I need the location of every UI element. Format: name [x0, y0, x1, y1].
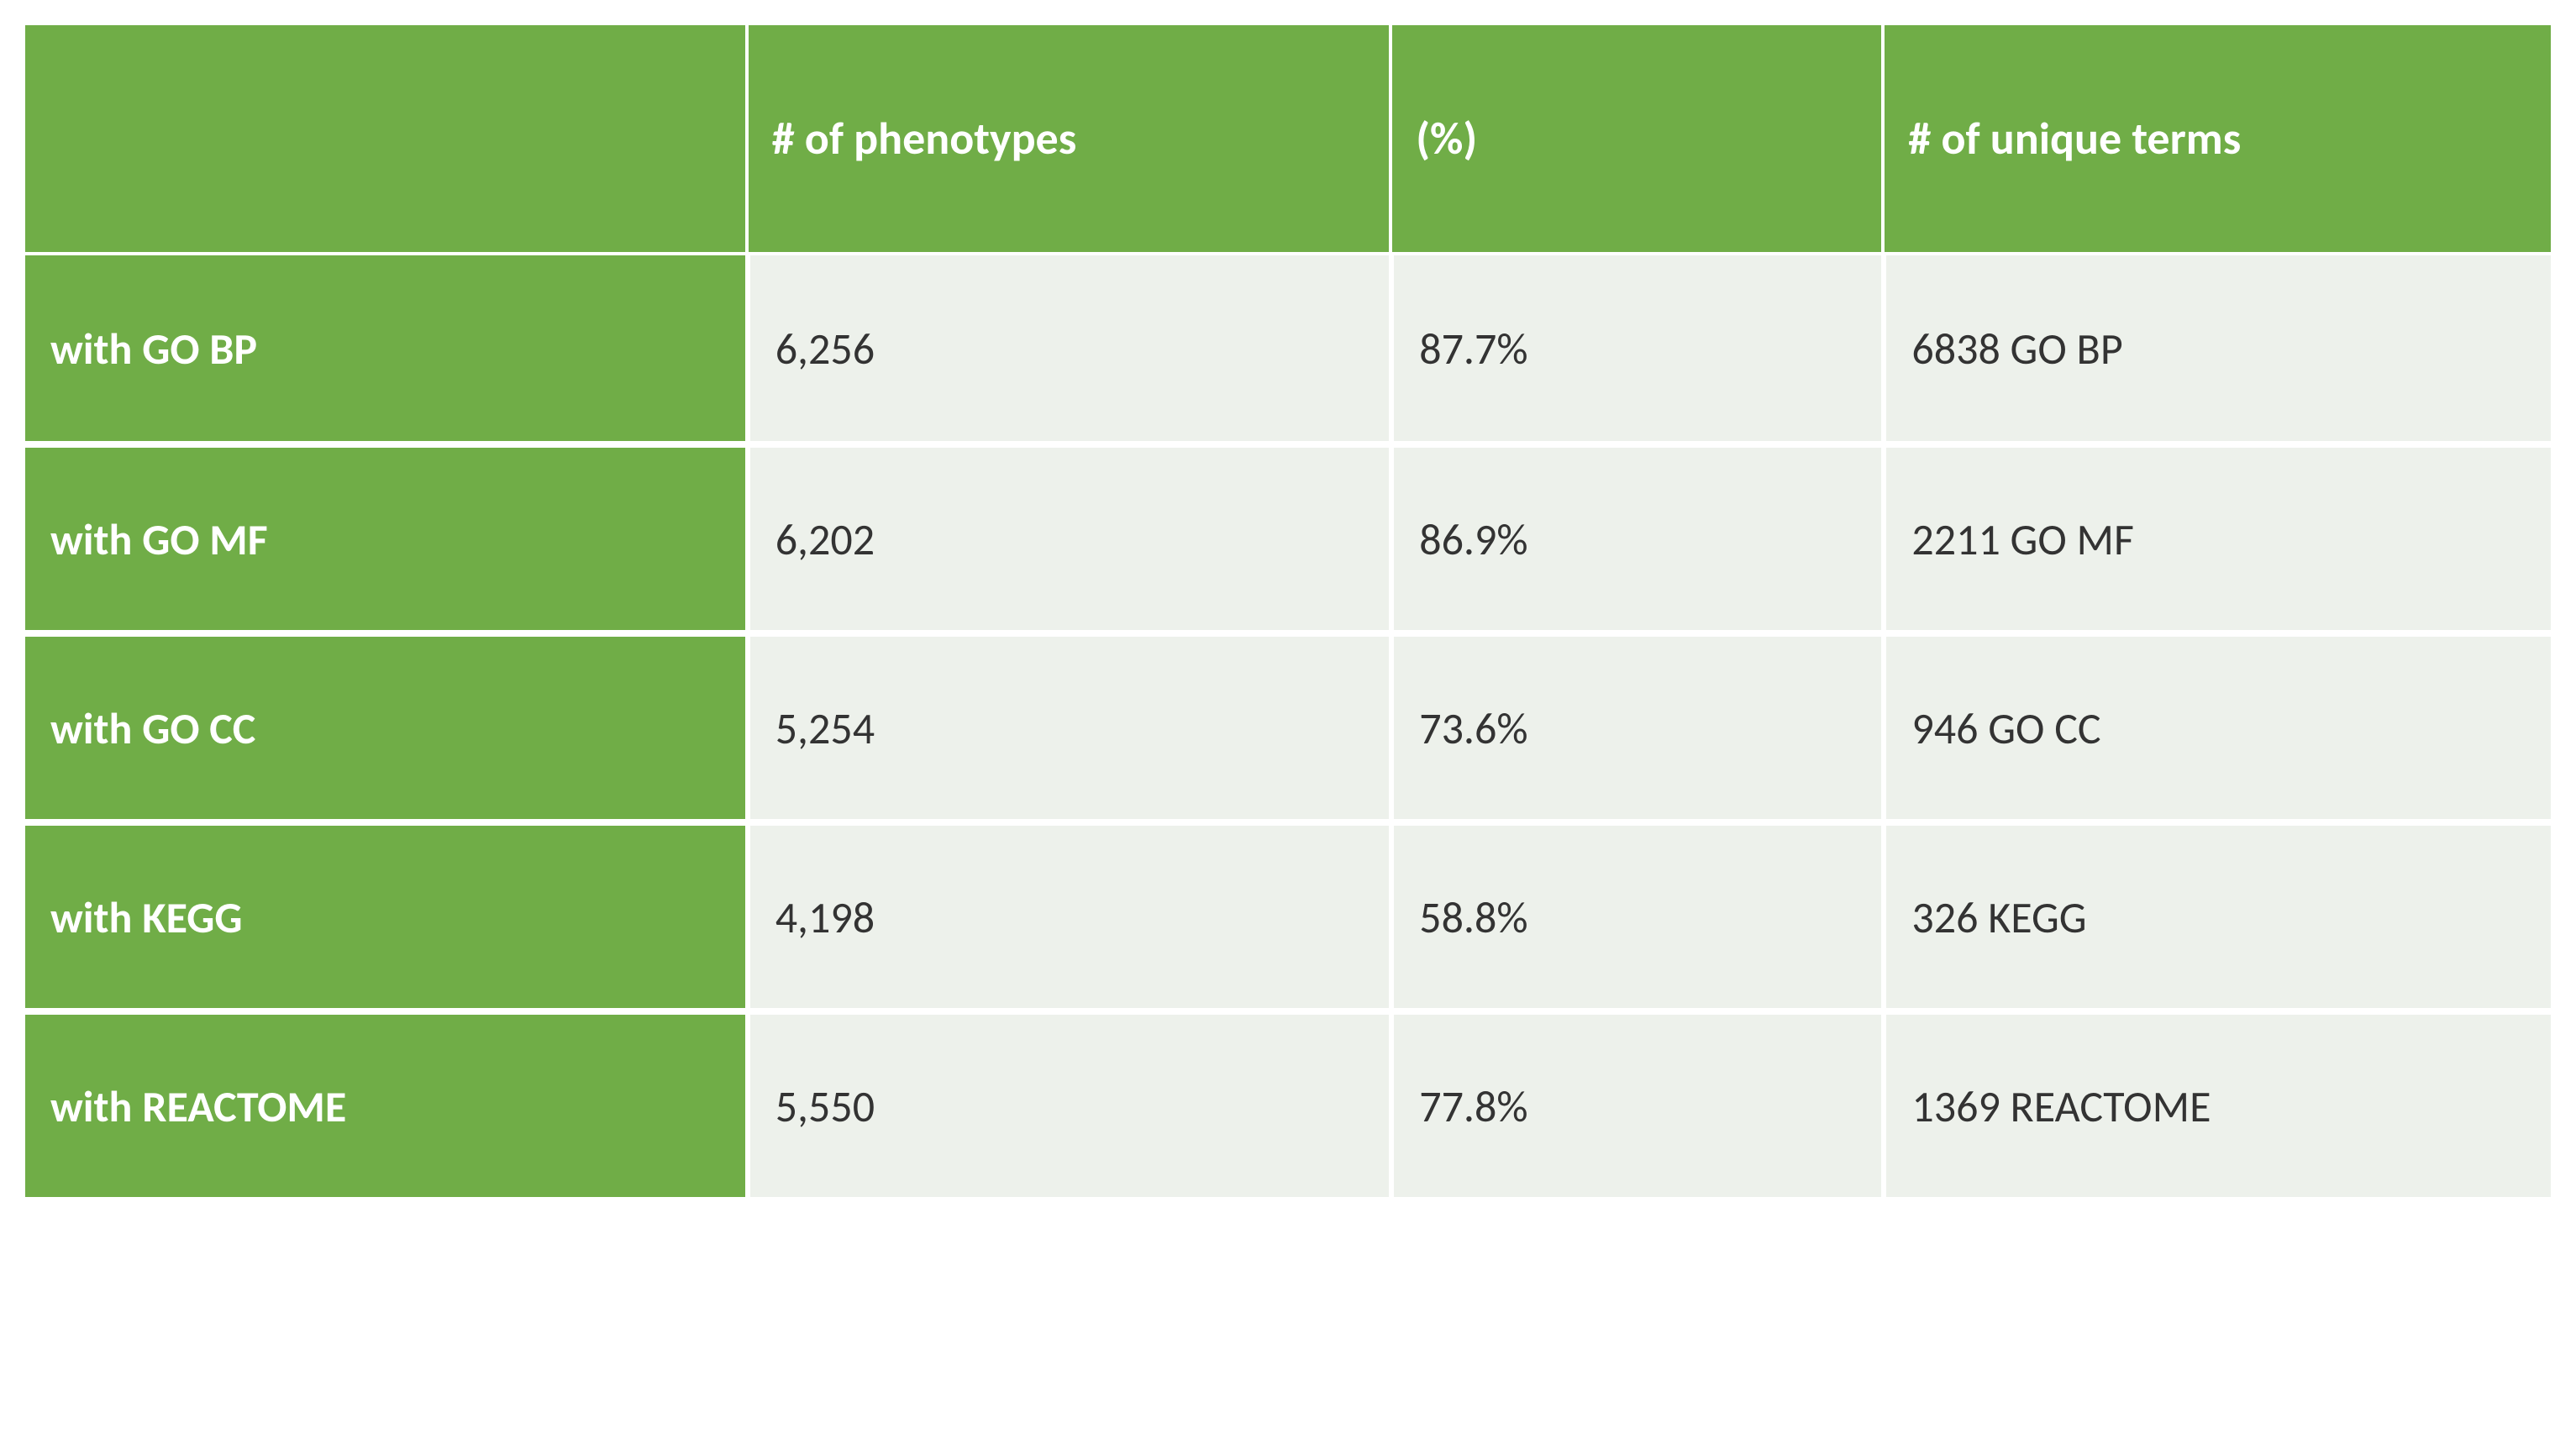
cell-phenotypes: 6,256 [745, 252, 1390, 441]
data-table: # of phenotypes (%) # of unique terms wi… [25, 25, 2551, 1197]
col-header-phenotypes: # of phenotypes [745, 25, 1390, 252]
row-label: with GO BP [25, 252, 745, 441]
table-row: with GO MF 6,202 86.9% 2211 GO MF [25, 441, 2551, 630]
col-header-percent: (%) [1389, 25, 1881, 252]
phenotype-annotation-table: # of phenotypes (%) # of unique terms wi… [0, 0, 2576, 1231]
cell-unique-terms: 326 KEGG [1881, 819, 2551, 1008]
table-row: with GO BP 6,256 87.7% 6838 GO BP [25, 252, 2551, 441]
cell-phenotypes: 4,198 [745, 819, 1390, 1008]
col-header-blank [25, 25, 745, 252]
cell-percent: 87.7% [1389, 252, 1881, 441]
cell-percent: 77.8% [1389, 1008, 1881, 1197]
row-label: with KEGG [25, 819, 745, 1008]
table-header-row: # of phenotypes (%) # of unique terms [25, 25, 2551, 252]
cell-phenotypes: 5,254 [745, 630, 1390, 819]
table-row: with KEGG 4,198 58.8% 326 KEGG [25, 819, 2551, 1008]
cell-unique-terms: 1369 REACTOME [1881, 1008, 2551, 1197]
cell-unique-terms: 2211 GO MF [1881, 441, 2551, 630]
row-label: with GO CC [25, 630, 745, 819]
table-row: with REACTOME 5,550 77.8% 1369 REACTOME [25, 1008, 2551, 1197]
row-label: with REACTOME [25, 1008, 745, 1197]
cell-phenotypes: 6,202 [745, 441, 1390, 630]
cell-percent: 86.9% [1389, 441, 1881, 630]
cell-percent: 58.8% [1389, 819, 1881, 1008]
table-row: with GO CC 5,254 73.6% 946 GO CC [25, 630, 2551, 819]
col-header-unique-terms: # of unique terms [1881, 25, 2551, 252]
cell-percent: 73.6% [1389, 630, 1881, 819]
row-label: with GO MF [25, 441, 745, 630]
cell-unique-terms: 946 GO CC [1881, 630, 2551, 819]
cell-phenotypes: 5,550 [745, 1008, 1390, 1197]
cell-unique-terms: 6838 GO BP [1881, 252, 2551, 441]
